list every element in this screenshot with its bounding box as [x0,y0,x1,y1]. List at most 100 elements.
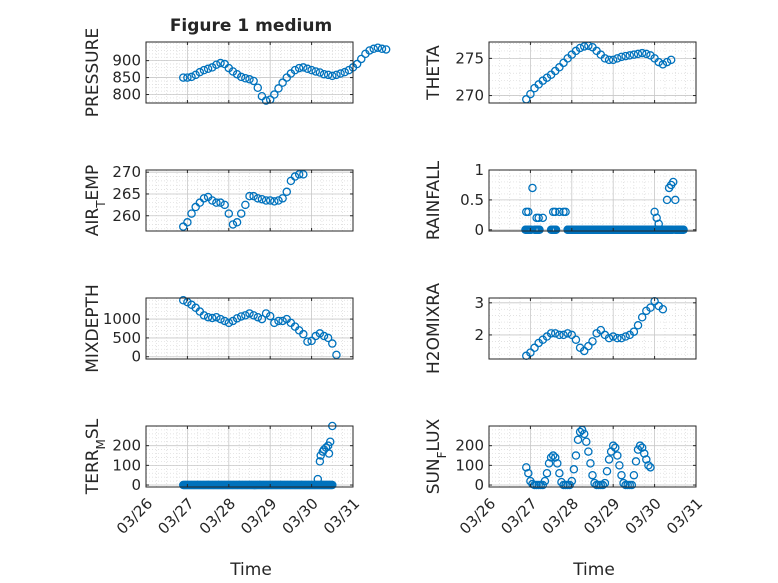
axes-box [488,41,697,104]
data-point [524,207,533,217]
data-point [654,57,663,67]
axes-box [145,425,354,488]
subplot-h2omixra: 2 3 H2OMIXRA [424,283,697,374]
data-point [604,55,614,65]
x-tick-label: 03/31 [663,495,706,538]
y-tick-label: 0 [131,348,141,366]
y-tick-label: 1 [474,161,484,179]
data-point [555,207,564,217]
data-point [249,311,258,320]
data-point [216,198,225,207]
data-point [328,480,337,490]
data-point [642,49,651,59]
data-point [179,222,188,231]
y-axis-label: TERRMSL [83,418,108,495]
data-point [559,330,568,340]
data-point [290,172,300,181]
data-point [575,43,585,53]
data-point [629,470,639,480]
data-point [183,218,192,227]
data-point [245,309,254,318]
data-point [299,329,308,339]
data-point [299,170,308,179]
y-axis-label: SUNFLUX [424,418,449,494]
data-point [621,51,630,61]
data-point [220,200,229,210]
data-point [307,65,316,75]
data-point [555,330,564,340]
data-point [668,177,678,187]
data-point [325,437,335,446]
data-point [538,213,548,223]
axes-box [488,169,697,232]
data-point [377,44,387,54]
y-tick-label: 800 [112,86,141,104]
data-point [608,55,618,65]
x-tick-label: 03/26 [113,495,156,538]
data-point [524,468,533,478]
data-point [604,333,614,343]
data-point [274,84,283,93]
data-point [575,427,585,437]
data-point [319,331,329,341]
data-point [535,225,544,235]
data-point [265,311,275,321]
data-point [212,60,221,69]
x-tick-label: 03/27 [497,495,540,538]
data-point [629,327,639,336]
data-point [249,191,258,201]
data-point [203,312,213,322]
data-point [253,194,263,203]
data-point [282,187,292,197]
x-tick-label: 03/31 [320,495,363,538]
data-point [569,465,579,474]
y-tick-label: 0 [474,476,484,494]
data-point [228,316,238,326]
data-point [608,441,618,450]
data-point [187,72,196,82]
data-point [195,67,205,77]
data-point [571,451,581,460]
y-tick-label: 100 [112,456,141,474]
axes-box [145,297,354,360]
data-point [311,67,320,76]
data-point [637,313,647,322]
data-point [241,200,250,210]
y-tick-label: 270 [112,163,141,181]
data-point [199,65,209,75]
data-point [586,459,595,468]
data-point [637,443,647,452]
data-point [257,314,267,324]
data-point [324,449,334,458]
data-point [598,480,608,490]
data-point [530,343,539,353]
y-tick-label: 3 [474,294,484,312]
subplot-theta: 270 275 THETA [424,41,697,105]
data-point [579,42,589,51]
data-point [253,83,263,93]
data-point [611,443,620,452]
data-point [315,329,325,338]
data-point [561,207,570,217]
data-point [307,336,316,346]
x-axis-label-right: Time [572,560,615,580]
y-axis-label: H2OMIXRA [424,283,444,374]
data-point [365,46,374,55]
data-point [278,316,287,326]
data-point [613,54,622,63]
data-point [216,58,225,68]
data-point [579,429,589,439]
data-point [646,303,655,312]
data-point [274,196,283,205]
y-axis-label: THETA [424,45,444,101]
data-point [658,304,668,314]
data-point [550,207,560,217]
x-axis-label-left: Time [229,560,272,580]
data-point [245,191,254,201]
data-point [261,309,271,318]
data-point [642,455,651,464]
data-point [604,455,614,464]
y-tick-label: 265 [112,185,141,203]
data-point [615,461,624,470]
